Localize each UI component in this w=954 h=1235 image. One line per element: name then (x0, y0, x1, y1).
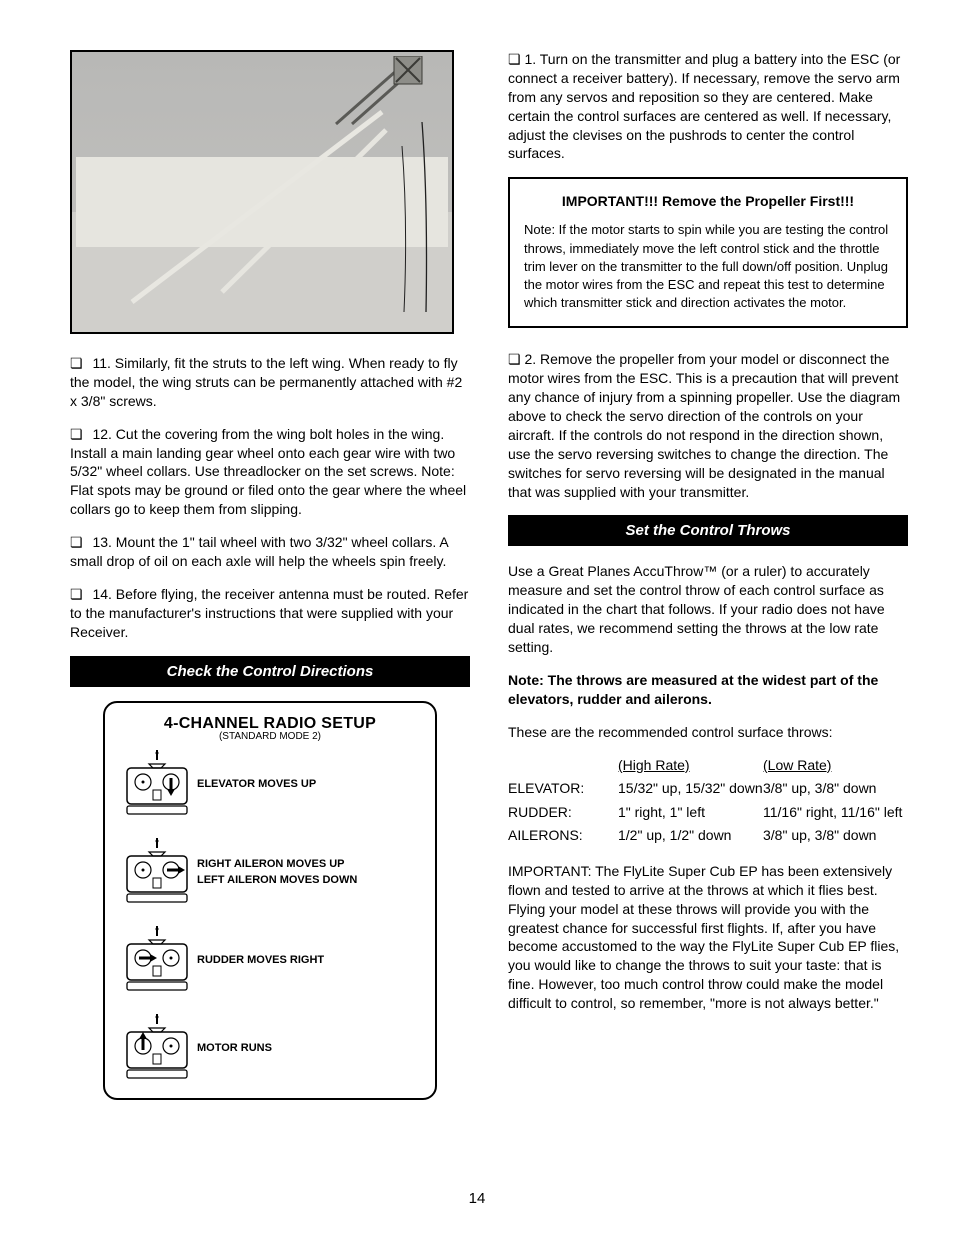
throws-high: 15/32" up, 15/32" down (618, 779, 763, 799)
throws-row: AILERONS:1/2" up, 1/2" down3/8" up, 3/8"… (508, 826, 908, 846)
step-text: 1. Turn on the transmitter and plug a ba… (508, 51, 900, 161)
warning-title-text: IMPORTANT!!! Remove the Propeller First!… (562, 193, 854, 209)
step-12: ❏ 12. Cut the covering from the wing bol… (70, 425, 470, 519)
page-number: 14 (0, 1190, 954, 1207)
throws-note: Note: The throws are measured at the wid… (508, 671, 908, 709)
throws-note-text: Note: The throws are measured at the wid… (508, 672, 878, 707)
step-number: ❏ (70, 586, 83, 602)
warning-title: IMPORTANT!!! Remove the Propeller First!… (524, 193, 892, 209)
radio-setup-diagram: 4-CHANNEL RADIO SETUP (STANDARD MODE 2) (103, 701, 437, 1100)
diagram-row-text: RIGHT AILERON MOVES UP LEFT AILERON MOVE… (197, 857, 357, 888)
diagram-row-line: LEFT AILERON MOVES DOWN (197, 873, 357, 888)
step-text: 11. Similarly, fit the struts to the lef… (70, 355, 462, 409)
throws-heading: These are the recommended control surfac… (508, 723, 908, 742)
photo-struts-icon (72, 52, 452, 332)
assembly-photo (70, 50, 454, 334)
step-number: ❏ (70, 426, 83, 442)
throws-label: AILERONS: (508, 826, 618, 846)
section-bar-check-directions: Check the Control Directions (70, 656, 470, 687)
step-11: ❏ 11. Similarly, fit the struts to the l… (70, 354, 470, 411)
right-step-2: ❏ 2. Remove the propeller from your mode… (508, 350, 908, 501)
low-rate-label: (Low Rate) (763, 756, 908, 776)
section-bar-set-throws: Set the Control Throws (508, 515, 908, 546)
transmitter-icon (117, 926, 197, 996)
important-paragraph: IMPORTANT: The FlyLite Super Cub EP has … (508, 862, 908, 1013)
throws-row: ELEVATOR:15/32" up, 15/32" down3/8" up, … (508, 779, 908, 799)
diagram-row-aileron: RIGHT AILERON MOVES UP LEFT AILERON MOVE… (117, 838, 423, 908)
transmitter-icon (117, 1014, 197, 1084)
step-number: ❏ (70, 355, 83, 371)
diagram-row-text: ELEVATOR MOVES UP (197, 777, 316, 792)
throws-high: 1/2" up, 1/2" down (618, 826, 763, 846)
warning-box: IMPORTANT!!! Remove the Propeller First!… (508, 177, 908, 328)
diagram-row-text: MOTOR RUNS (197, 1041, 272, 1056)
right-step-1: ❏ 1. Turn on the transmitter and plug a … (508, 50, 908, 163)
throws-cols-header: (High Rate) (Low Rate) (508, 756, 908, 776)
step-text: 14. Before flying, the receiver antenna … (70, 586, 468, 640)
warning-note: Note: If the motor starts to spin while … (524, 221, 892, 312)
transmitter-icon (117, 750, 197, 820)
diagram-row-text: RUDDER MOVES RIGHT (197, 953, 324, 968)
throws-table: (High Rate) (Low Rate) ELEVATOR:15/32" u… (508, 756, 908, 846)
throws-low: 11/16" right, 11/16" left (763, 803, 908, 823)
step-text: 13. Mount the 1" tail wheel with two 3/3… (70, 534, 448, 569)
step-text: 12. Cut the covering from the wing bolt … (70, 426, 466, 518)
diagram-row-elevator: ELEVATOR MOVES UP (117, 750, 423, 820)
high-rate-label: (High Rate) (618, 756, 763, 776)
throws-label: ELEVATOR: (508, 779, 618, 799)
throws-intro: Use a Great Planes AccuThrow™ (or a rule… (508, 562, 908, 656)
diagram-row-rudder: RUDDER MOVES RIGHT (117, 926, 423, 996)
throws-label: RUDDER: (508, 803, 618, 823)
step-number: ❏ (70, 534, 83, 550)
throws-row: RUDDER:1" right, 1" left11/16" right, 11… (508, 803, 908, 823)
step-number: ❏ (508, 51, 521, 67)
throws-low: 3/8" up, 3/8" down (763, 826, 908, 846)
step-14: ❏ 14. Before flying, the receiver antenn… (70, 585, 470, 642)
step-number: ❏ (508, 351, 521, 367)
step-13: ❏ 13. Mount the 1" tail wheel with two 3… (70, 533, 470, 571)
throws-low: 3/8" up, 3/8" down (763, 779, 908, 799)
diagram-subtitle: (STANDARD MODE 2) (117, 731, 423, 742)
diagram-row-motor: MOTOR RUNS (117, 1014, 423, 1084)
transmitter-icon (117, 838, 197, 908)
diagram-row-line: RIGHT AILERON MOVES UP (197, 857, 357, 872)
step-text: 2. Remove the propeller from your model … (508, 351, 900, 499)
throws-high: 1" right, 1" left (618, 803, 763, 823)
